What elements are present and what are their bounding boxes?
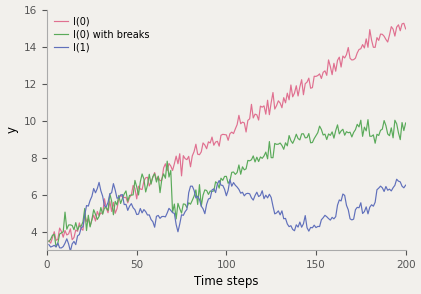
Line: I(1): I(1): [49, 179, 405, 251]
I(1): [68, 249, 73, 253]
I(0) with breaks: [376, 134, 381, 137]
I(1): [143, 210, 148, 213]
I(0): [69, 238, 75, 241]
I(0) with breaks: [46, 240, 51, 243]
I(0): [401, 21, 406, 25]
I(0) with breaks: [403, 121, 408, 125]
I(0) with breaks: [69, 224, 75, 227]
I(0) with breaks: [115, 203, 120, 207]
I(1): [394, 178, 399, 181]
Legend: I(0), I(0) with breaks, I(1): I(0), I(0) with breaks, I(1): [52, 14, 152, 54]
I(0) with breaks: [389, 126, 394, 130]
Line: I(0): I(0): [49, 23, 405, 243]
I(0) with breaks: [143, 190, 148, 194]
I(0) with breaks: [365, 118, 370, 121]
I(0): [46, 239, 51, 243]
X-axis label: Time steps: Time steps: [194, 275, 258, 288]
I(1): [403, 183, 408, 187]
I(0): [387, 33, 392, 37]
I(0): [115, 207, 120, 211]
I(1): [387, 187, 392, 191]
I(0): [143, 176, 148, 180]
I(1): [46, 243, 51, 246]
I(1): [61, 245, 66, 248]
I(0) with breaks: [53, 245, 59, 248]
I(1): [374, 188, 379, 191]
I(0): [48, 241, 53, 245]
I(1): [69, 242, 75, 245]
I(0): [62, 229, 67, 232]
I(0) with breaks: [62, 210, 67, 214]
Y-axis label: y: y: [5, 126, 19, 133]
Line: I(0) with breaks: I(0) with breaks: [49, 120, 405, 247]
I(0): [374, 36, 379, 39]
I(1): [115, 196, 120, 200]
I(0): [403, 27, 408, 31]
